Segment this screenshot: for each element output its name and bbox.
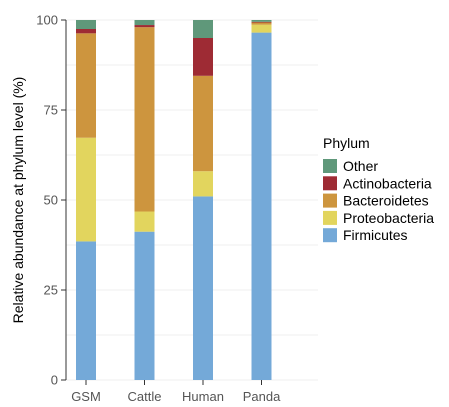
bar-segment-proteobacteria-cattle — [134, 211, 155, 232]
bar-segment-firmicutes-gsm — [76, 241, 96, 380]
legend-title: Phylum — [323, 135, 370, 151]
bar-segment-other-cattle — [134, 20, 155, 26]
legend-label-proteobacteria: Proteobacteria — [343, 210, 434, 226]
legend-label-firmicutes: Firmicutes — [343, 227, 408, 243]
bar-segment-bacteroidetes-panda — [251, 22, 272, 25]
bar-segment-other-human — [193, 20, 213, 38]
legend-swatch-other — [323, 159, 337, 173]
legend-swatch-actinobacteria — [323, 176, 337, 191]
bar-segment-other-gsm — [76, 20, 96, 29]
y-tick-label: 100 — [36, 13, 58, 28]
x-tick-label: Cattle — [128, 389, 162, 404]
y-tick-label: 75 — [44, 103, 58, 118]
legend-label-other: Other — [343, 158, 378, 174]
x-tick-label: Human — [182, 389, 224, 404]
y-ticks: 0 25 50 75 100 — [36, 13, 66, 388]
bar-segment-firmicutes-panda — [251, 32, 272, 380]
legend-swatch-proteobacteria — [323, 210, 337, 225]
bar-segment-actinobacteria-panda — [251, 21, 272, 23]
bar-segment-proteobacteria-human — [193, 171, 213, 197]
bar-segment-bacteroidetes-human — [193, 75, 213, 172]
bar-segment-other-panda — [251, 20, 272, 22]
x-ticks: GSM Cattle Human Panda — [71, 380, 281, 404]
bars — [76, 20, 272, 380]
y-tick-label: 25 — [44, 283, 58, 298]
bar-segment-proteobacteria-gsm — [76, 137, 96, 242]
bar-segment-actinobacteria-gsm — [76, 29, 96, 34]
x-tick-label: GSM — [71, 389, 101, 404]
bar-segment-actinobacteria-human — [193, 38, 213, 76]
bar-segment-bacteroidetes-cattle — [134, 27, 155, 212]
bar-segment-proteobacteria-panda — [251, 24, 272, 33]
legend-swatch-firmicutes — [323, 228, 337, 243]
bar-segment-actinobacteria-cattle — [134, 25, 155, 28]
grid-lines — [66, 19, 318, 381]
x-tick-label: Panda — [243, 389, 281, 404]
legend-label-actinobacteria: Actinobacteria — [343, 175, 432, 191]
legend-swatch-bacteroidetes — [323, 193, 337, 208]
y-axis-title: Relative abundance at phylum level (%) — [10, 77, 26, 324]
bar-segment-firmicutes-cattle — [134, 231, 155, 380]
y-tick-label: 0 — [51, 373, 58, 388]
legend-label-bacteroidetes: Bacteroidetes — [343, 193, 429, 209]
bar-segment-firmicutes-human — [193, 196, 213, 380]
bar-segment-bacteroidetes-gsm — [76, 33, 96, 138]
y-tick-label: 50 — [44, 193, 58, 208]
